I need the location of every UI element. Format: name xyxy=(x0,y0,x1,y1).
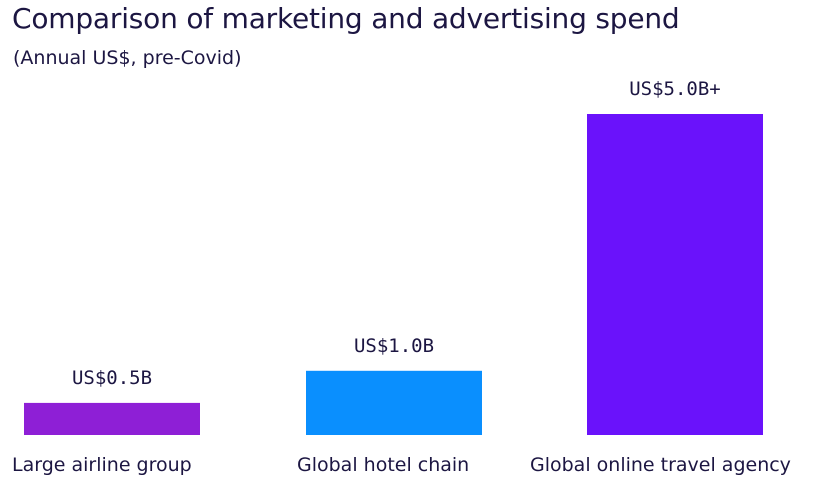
category-label-1: Global hotel chain xyxy=(297,454,469,476)
value-label-0: US$0.5B xyxy=(72,367,152,389)
category-labels-group: Large airline group Global hotel chain Glo… xyxy=(12,454,791,476)
category-label-0: Large airline group xyxy=(12,454,192,476)
value-label-2: US$5.0B+ xyxy=(629,78,721,100)
bar-0 xyxy=(24,402,200,435)
category-label-2: Global online travel agency xyxy=(530,454,791,476)
bar-2 xyxy=(587,114,763,435)
value-labels-group: US$0.5B US$1.0B US$5.0B+ xyxy=(72,78,721,389)
chart-subtitle: (Annual US$, pre-Covid) xyxy=(13,47,242,69)
bar-1 xyxy=(306,370,482,435)
chart-title: Comparison of marketing and advertising … xyxy=(12,2,680,35)
value-label-1: US$1.0B xyxy=(354,335,434,357)
bars-group xyxy=(24,114,763,435)
